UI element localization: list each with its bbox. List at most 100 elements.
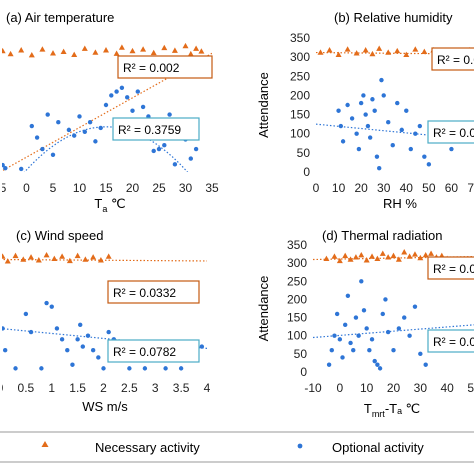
optional-point (359, 279, 364, 284)
optional-point (374, 154, 380, 159)
necessary-point (59, 253, 66, 259)
necessary-point (82, 256, 89, 262)
x-tick-label: 20 (126, 181, 140, 195)
optional-trendline (313, 324, 474, 339)
necessary-point (71, 51, 78, 58)
necessary-point (395, 256, 402, 262)
necessary-point (369, 50, 376, 57)
optional-point (178, 366, 184, 371)
legend-necessary-marker (41, 441, 49, 447)
optional-point (345, 293, 351, 298)
necessary-point (394, 47, 401, 54)
optional-point (135, 89, 140, 94)
x-tick-label: 0.5 (18, 381, 35, 395)
optional-point (199, 344, 205, 349)
optional-point (72, 133, 77, 138)
x-tick-label: 3 (152, 381, 159, 395)
optional-point (369, 337, 375, 342)
x-axis-label: Tmrt-Tₐ ℃ (364, 401, 420, 419)
optional-point (101, 366, 106, 371)
optional-point (353, 315, 359, 320)
necessary-point (105, 253, 112, 259)
optional-point (422, 154, 427, 159)
optional-point (379, 77, 384, 83)
optional-point (337, 337, 343, 342)
optional-point (348, 340, 353, 346)
optional-point (372, 108, 377, 113)
y-tick-label: 0 (303, 165, 310, 179)
optional-point (80, 344, 86, 349)
optional-point (351, 348, 356, 353)
y-tick-label: 300 (287, 256, 307, 270)
necessary-point (421, 48, 428, 54)
necessary-point (406, 253, 413, 259)
necessary-point (317, 49, 324, 55)
y-tick-label: 200 (287, 292, 307, 306)
optional-point (44, 300, 49, 306)
optional-point (75, 337, 80, 342)
optional-point (340, 355, 345, 360)
x-tick-label: 1 (48, 381, 55, 395)
optional-point (338, 123, 344, 129)
x-tick-label: 2.5 (121, 381, 138, 395)
necessary-point (140, 46, 147, 52)
x-axis-label: Ta ℃ (94, 196, 125, 214)
y-tick-label: 50 (294, 347, 308, 361)
necessary-point (171, 47, 178, 53)
x-tick-label: 30 (414, 381, 428, 395)
necessary-point (385, 49, 392, 55)
optional-point (85, 333, 91, 338)
optional-point (417, 123, 423, 129)
necessary-point (347, 256, 354, 262)
necessary-point (66, 257, 73, 264)
optional-point (343, 322, 348, 328)
necessary-point (422, 251, 429, 258)
x-axis-label: WS m/s (82, 399, 128, 414)
optional-point (114, 89, 119, 94)
y-tick-label: 300 (290, 50, 310, 64)
optional-point (156, 146, 162, 152)
y-tick-label: 150 (287, 311, 307, 325)
necessary-point (411, 251, 418, 257)
optional-point (90, 348, 96, 353)
necessary-point (90, 254, 97, 260)
x-tick-label: 10 (73, 181, 87, 195)
optional-point (399, 127, 404, 133)
necessary-point (39, 46, 46, 52)
necessary-point (35, 257, 42, 263)
necessary-r2-box (117, 55, 213, 79)
necessary-point (97, 257, 104, 263)
necessary-point (7, 50, 14, 57)
x-tick-label: 2 (100, 381, 107, 395)
necessary-point (369, 253, 376, 259)
necessary-point (81, 45, 88, 51)
optional-point (50, 152, 56, 157)
necessary-point (358, 251, 365, 258)
legend-optional-marker (297, 443, 303, 449)
necessary-point (51, 255, 58, 261)
necessary-r2-box (427, 256, 474, 280)
x-tick-label: 40 (440, 381, 454, 395)
necessary-point (326, 47, 333, 53)
x-tick-label: 70 (467, 181, 474, 195)
optional-point (39, 366, 44, 371)
y-tick-label: 350 (287, 238, 307, 252)
x-tick-label: 0 (336, 381, 343, 395)
optional-point (385, 329, 391, 335)
x-tick-label: 25 (152, 181, 166, 195)
x-tick-label: 10 (332, 181, 346, 195)
optional-point (140, 104, 146, 110)
necessary-r2-label: R² = 0.002 (437, 53, 474, 67)
optional-point (332, 333, 337, 338)
optional-r2-label: R² = 0.002 (433, 335, 474, 349)
optional-r2-label: R² = 0.0782 (113, 345, 176, 359)
x-tick-label: 5 (0, 181, 7, 195)
x-tick-label: 10 (360, 381, 374, 395)
optional-point (377, 165, 382, 171)
optional-point (412, 304, 418, 309)
optional-r2-label: R² = 0.0582 (433, 126, 474, 140)
x-tick-label: 30 (377, 181, 391, 195)
optional-point (82, 129, 88, 134)
optional-point (45, 112, 50, 117)
optional-point (407, 333, 412, 338)
